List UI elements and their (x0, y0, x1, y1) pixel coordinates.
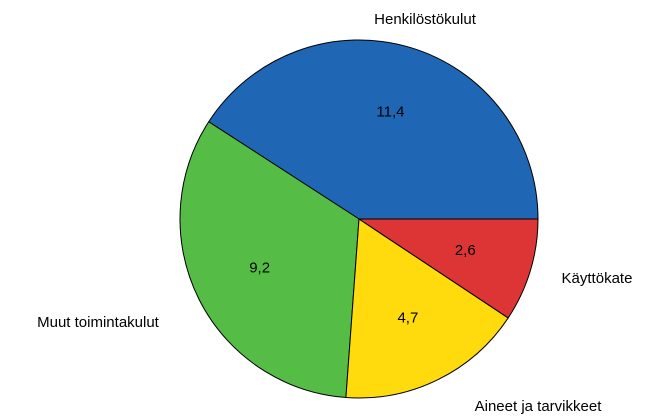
pie-slice (345, 218, 509, 399)
value-label: 4,7 (397, 310, 418, 327)
value-label: 11,4 (376, 104, 404, 121)
pie-slice (179, 121, 360, 399)
slice-label: Aineet ja tarvikkeet (475, 398, 603, 415)
slice-label: Muut toimintakulut (37, 314, 160, 331)
value-label: 9,2 (249, 259, 270, 276)
value-label: 2,6 (455, 242, 476, 259)
pie-slice (208, 39, 539, 220)
pie-slice (357, 218, 539, 319)
slice-label: Käyttökate (562, 270, 633, 287)
slice-label: Henkilöstökulut (374, 11, 477, 28)
